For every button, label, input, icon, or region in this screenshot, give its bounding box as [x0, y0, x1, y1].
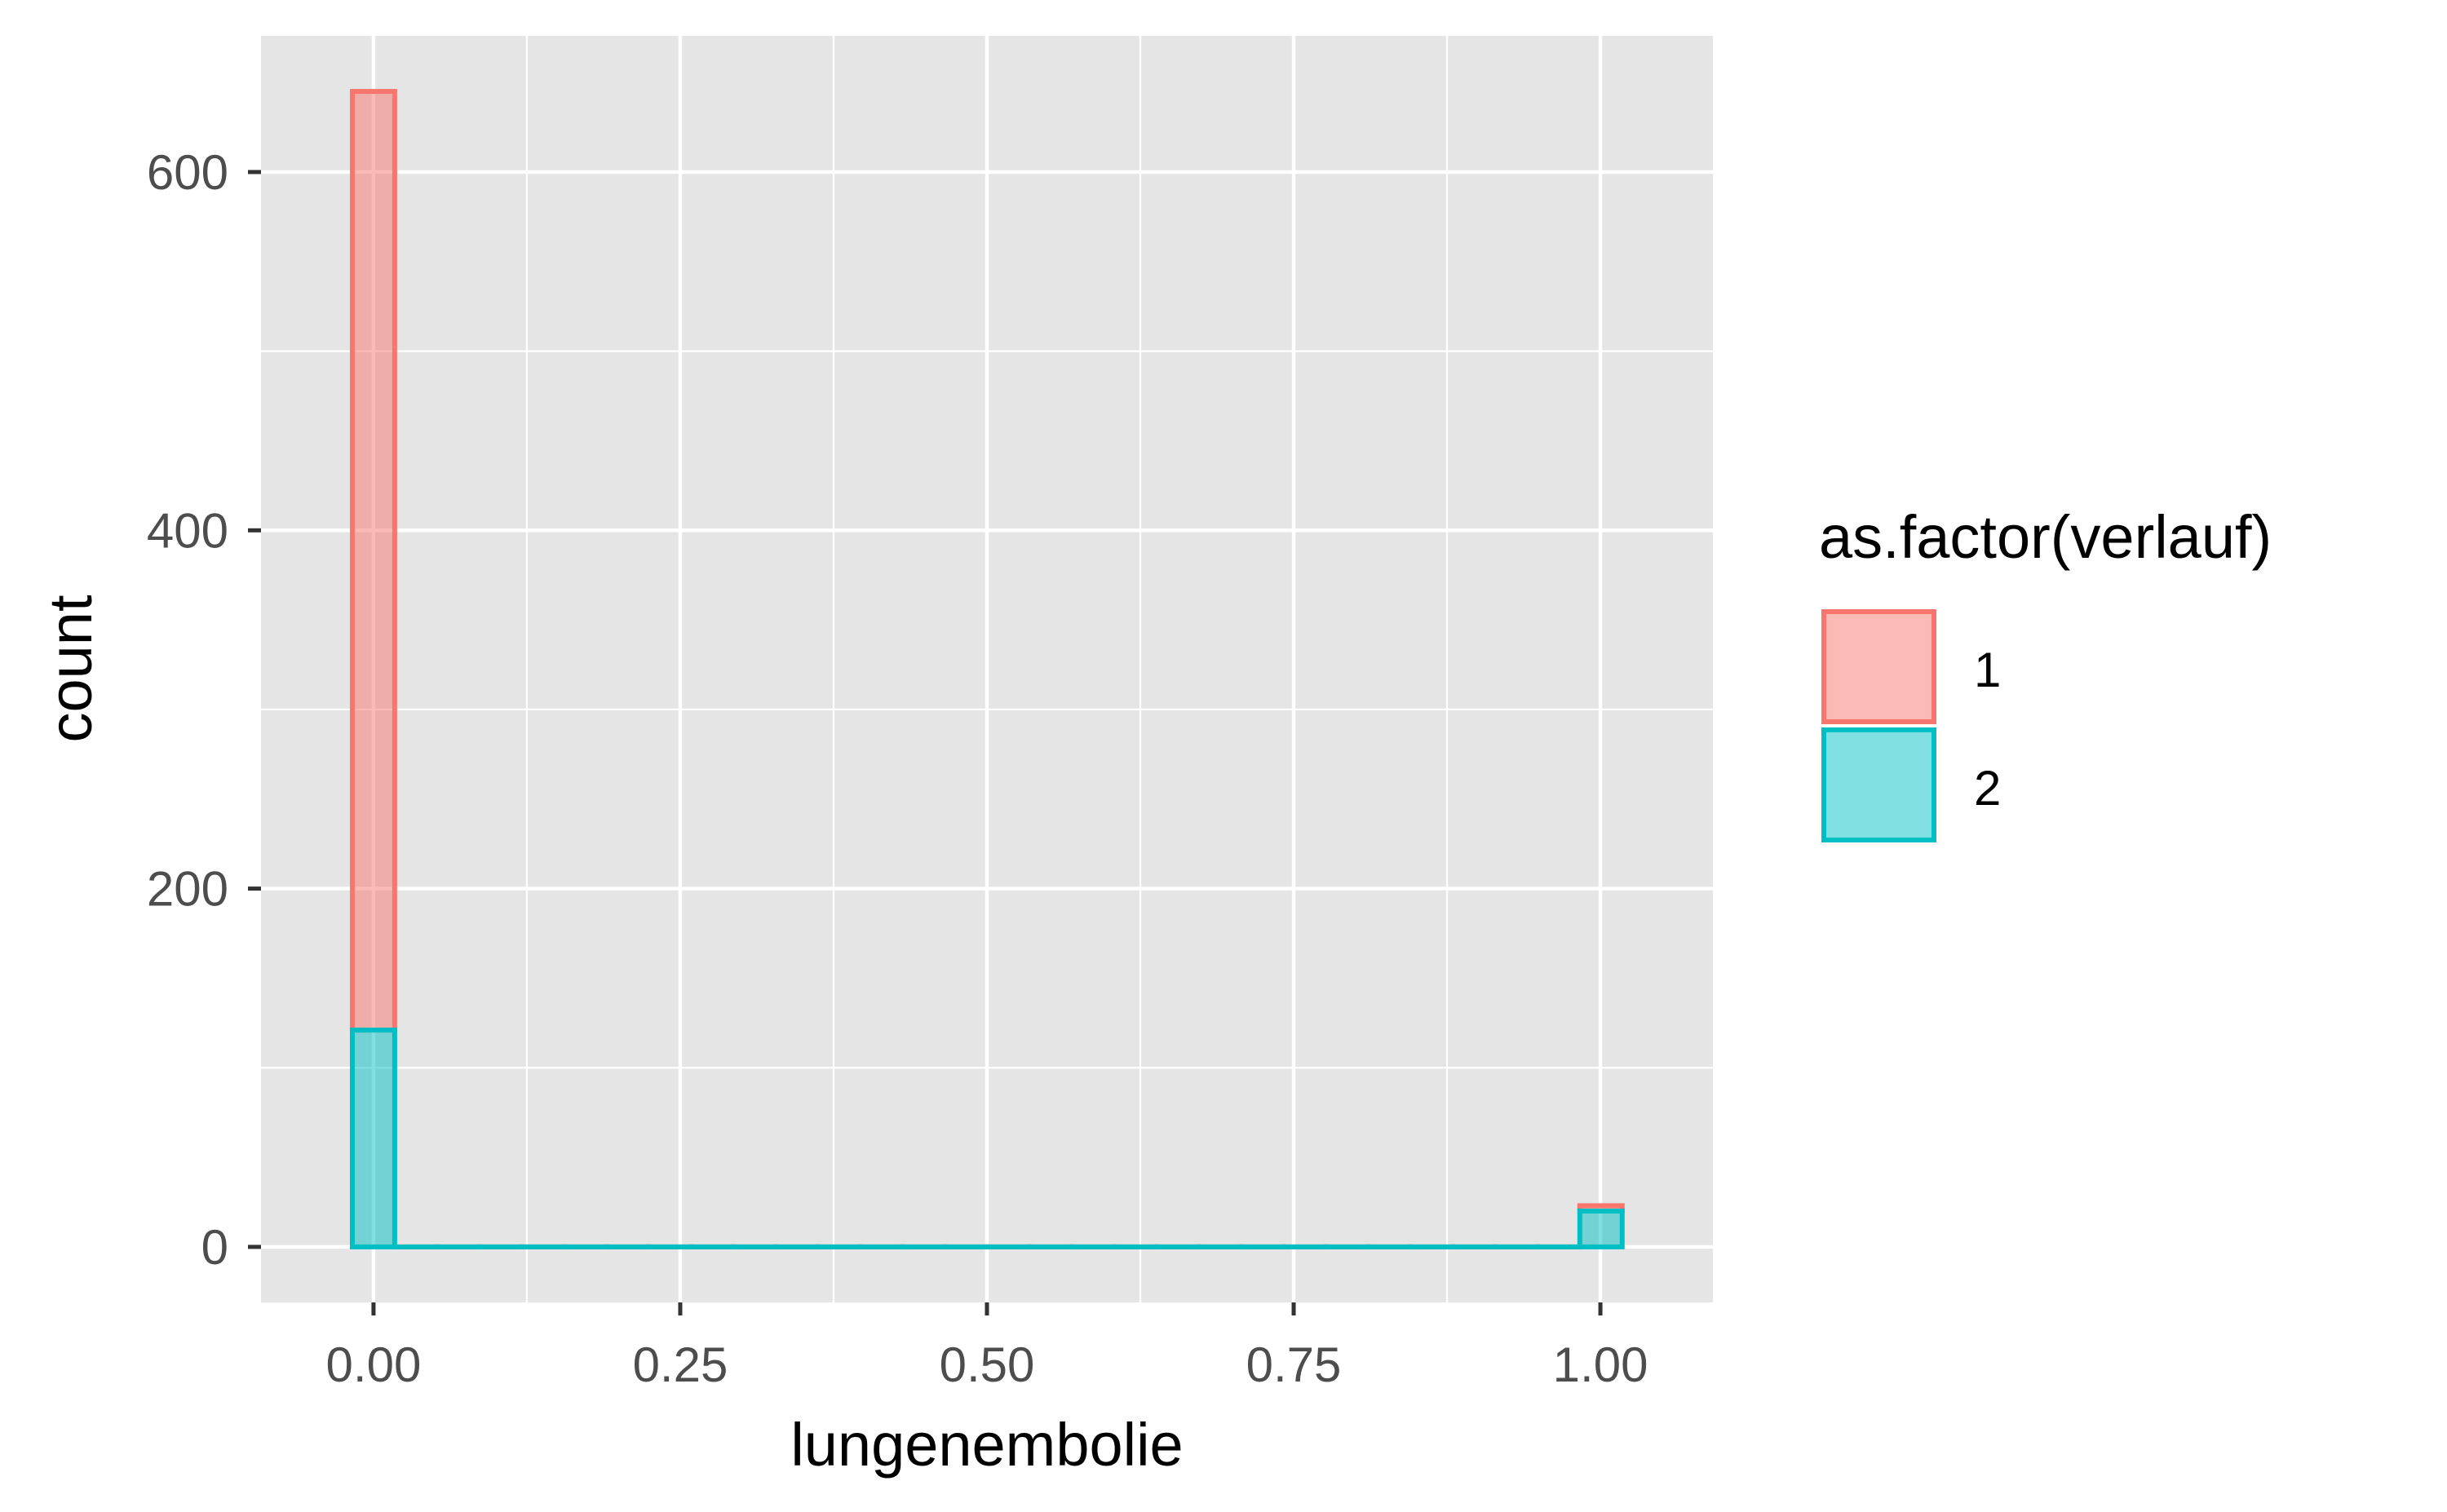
legend: as.factor(verlauf) 1 2 — [1819, 503, 2272, 842]
y-tick-labels: 0 200 400 600 — [147, 145, 228, 1275]
x-tick-labels: 0.00 0.25 0.50 0.75 1.00 — [326, 1337, 1648, 1392]
legend-title: as.factor(verlauf) — [1819, 503, 2272, 571]
y-tick-label: 0 — [201, 1220, 228, 1275]
histogram-bar-series-1 — [349, 89, 397, 1033]
legend-key-1 — [1821, 609, 1936, 724]
histogram-bar-series-2 — [349, 1028, 397, 1249]
y-tick-label: 400 — [147, 503, 228, 558]
y-tick-label: 200 — [147, 862, 228, 917]
x-axis-title: lungenembolie — [790, 1411, 1183, 1479]
y-axis-title: count — [37, 595, 104, 742]
legend-label-2: 2 — [1974, 761, 2001, 816]
x-tick-label: 0.50 — [940, 1337, 1035, 1392]
histogram-bars — [349, 89, 1625, 1249]
x-tick-label: 0.25 — [633, 1337, 728, 1392]
histogram-bar-series-2 — [1577, 1208, 1625, 1249]
x-tick-label: 0.75 — [1246, 1337, 1342, 1392]
y-tick-label: 600 — [147, 145, 228, 200]
axis-ticks — [248, 170, 1603, 1315]
x-tick-label: 1.00 — [1553, 1337, 1648, 1392]
legend-key-2 — [1821, 727, 1936, 842]
legend-label-1: 1 — [1974, 643, 2001, 697]
x-tick-label: 0.00 — [326, 1337, 422, 1392]
